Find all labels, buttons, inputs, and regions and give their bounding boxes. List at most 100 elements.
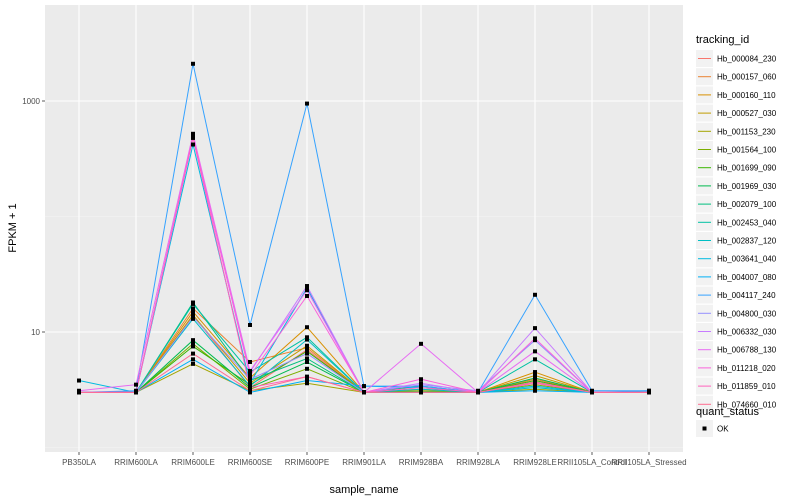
data-point [191,131,195,136]
data-point [191,357,195,362]
y-axis: 10 1000 [22,97,45,337]
data-point [248,388,252,393]
data-point [305,337,309,342]
data-point [305,378,309,383]
data-point [248,373,252,378]
legend: tracking_id Hb_000084_230 Hb_000157_060 Hb… [696,34,777,413]
data-point [305,286,309,291]
data-point [419,385,423,390]
y-tick-label: 1000 [22,97,40,106]
data-point [533,357,537,362]
data-point [191,314,195,319]
legend-label: Hb_004117_240 [717,291,776,300]
data-point [305,325,309,330]
x-tick-label: PB350LA [62,458,96,467]
data-point [305,293,309,298]
legend-label: Hb_004007_080 [717,273,777,282]
data-point [305,335,309,340]
data-point [248,377,252,382]
legend-label: Hb_001564_100 [717,146,777,155]
shape-legend: quant_status OK [696,406,759,437]
data-point [533,379,537,384]
legend-label: Hb_001699_090 [717,164,777,173]
data-point [191,301,195,306]
data-point [248,322,252,327]
data-point [419,381,423,386]
legend-label: Hb_002837_120 [717,237,777,246]
y-tick-label: 10 [31,328,40,337]
data-point [248,359,252,364]
data-point [419,341,423,346]
legend-label: Hb_002453_040 [717,218,777,227]
data-point [419,390,423,395]
data-point [305,288,309,293]
data-point [191,344,195,349]
data-point [533,349,537,354]
data-point [362,390,366,395]
legend-label: Hb_001153_230 [717,127,776,136]
data-point [305,356,309,361]
shape-legend-label: OK [717,425,729,434]
legend-label: Hb_006788_130 [717,346,777,355]
data-point [533,336,537,341]
data-point [191,361,195,366]
series-points [77,61,651,395]
data-point [77,378,81,383]
data-point [533,370,537,375]
data-point [305,349,309,354]
x-tick-label: RRIM928LA [456,458,500,467]
legend-label: Hb_074660_010 [717,400,777,409]
x-tick-label: RRIM928BA [399,458,444,467]
data-point [191,306,195,311]
data-point [362,384,366,389]
data-point [191,338,195,343]
legend-label: Hb_000527_030 [717,109,777,118]
data-point [134,390,138,395]
legend-label: Hb_003641_040 [717,255,777,264]
x-tick-label: RRII105LA_Control [557,458,627,467]
data-point [305,359,309,364]
data-point [191,309,195,314]
x-tick-label: RRIM928LE [513,458,557,467]
data-point [533,388,537,393]
data-point [533,326,537,331]
x-axis: PB350LA RRIM600LA RRIM600LE RRIM600SE RRIM60… [62,452,687,467]
shape-legend-title: quant_status [696,406,759,418]
data-point [248,381,252,386]
y-axis-title: FPKM + 1 [7,203,19,252]
data-point [191,341,195,346]
data-point [191,142,195,147]
data-point [191,61,195,66]
data-point [248,368,252,373]
data-point [305,101,309,106]
x-tick-label: RRIM600LA [114,458,158,467]
x-tick-label: RRII105LA_Stressed [611,458,686,467]
data-point [476,390,480,395]
data-point [191,135,195,140]
data-point [305,345,309,350]
legend-label: Hb_011218_020 [717,364,776,373]
data-point [305,284,309,289]
x-tick-label: RRIM600PE [285,458,329,467]
x-axis-title: sample_name [329,484,398,496]
data-point [191,351,195,356]
data-point [533,292,537,297]
legend-label: Hb_000084_230 [717,55,777,64]
x-tick-label: RRIM600SE [228,458,272,467]
legend-label: Hb_002079_100 [717,200,777,209]
x-tick-label: RRIM600LE [171,458,215,467]
legend-label: Hb_000157_060 [717,73,777,82]
data-point [305,351,309,356]
data-point [533,375,537,380]
legend-label: Hb_004800_030 [717,309,777,318]
data-point [134,382,138,387]
legend-label: Hb_001969_030 [717,182,777,191]
data-point [419,377,423,382]
data-point [305,366,309,371]
shape-legend-point [702,426,707,431]
legend-label: Hb_000160_110 [717,91,776,100]
data-point [77,390,81,395]
data-point [248,385,252,390]
data-point [590,390,594,395]
legend-label: Hb_011859_010 [717,382,776,391]
